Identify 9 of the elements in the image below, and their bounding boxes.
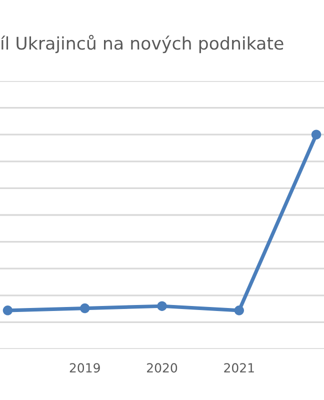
point	[80, 303, 90, 314]
point	[311, 130, 322, 140]
point	[234, 306, 244, 316]
x-tick-label: 2019	[70, 363, 100, 373]
chart-title: íl Ukrajinců na nových podnikate	[1, 34, 284, 54]
x-tick-label: 2021	[224, 363, 254, 373]
point	[2, 306, 13, 316]
point	[157, 301, 167, 311]
x-tick-label: 2020	[147, 363, 178, 373]
